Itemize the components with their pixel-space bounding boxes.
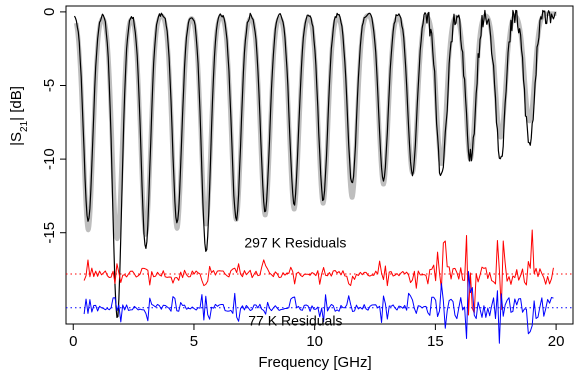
y-axis: 0 -5 -10 -15: [41, 8, 66, 244]
residual-series-line: [83, 229, 554, 316]
x-tick-label: 15: [427, 333, 444, 350]
y-axis-label-subscript: 21: [19, 120, 30, 132]
x-axis: 0 5 10 15 20: [69, 324, 564, 350]
y-axis-label-prefix: |S: [8, 132, 25, 146]
y-tick-label: 0: [41, 8, 58, 16]
y-axis-label: |S21| [dB]: [8, 86, 30, 146]
plot-frame: [65, 5, 574, 325]
y-tick-label: -15: [41, 222, 58, 244]
annotation-297k-residuals: 297 K Residuals: [244, 234, 346, 250]
y-tick-label: -5: [41, 79, 58, 92]
x-tick-label: 0: [69, 333, 77, 350]
x-tick-label: 10: [306, 333, 323, 350]
x-tick-label: 20: [548, 333, 565, 350]
measured-s21-curve: [73, 9, 556, 319]
x-axis-label: Frequency [GHz]: [258, 354, 371, 371]
residual-series-line: [83, 271, 554, 344]
measured-curve-layer: [73, 9, 556, 319]
y-tick-label: -10: [41, 148, 58, 170]
x-tick-label: 5: [190, 333, 198, 350]
annotation-77k-residuals: 77 K Residuals: [248, 312, 342, 328]
y-axis-label-suffix: | [dB]: [8, 86, 25, 121]
residual-series-layer: [83, 229, 554, 344]
residual-reference-lines: [66, 273, 573, 309]
